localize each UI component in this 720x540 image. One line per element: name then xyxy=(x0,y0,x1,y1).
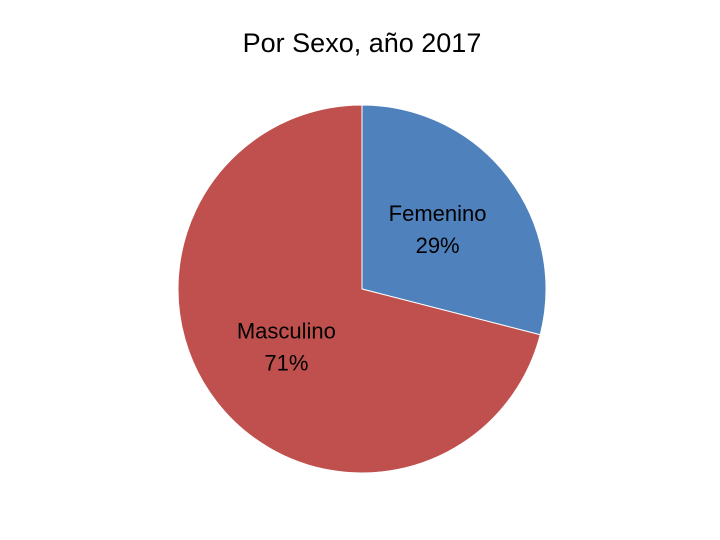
slice-category-label: Masculino xyxy=(237,318,336,343)
chart-title: Por Sexo, año 2017 xyxy=(243,28,482,58)
slice-value-label: 71% xyxy=(264,350,308,375)
slice-value-label: 29% xyxy=(416,233,460,258)
pie-slice xyxy=(361,104,547,336)
pie-slice xyxy=(177,104,541,474)
slice-category-label: Femenino xyxy=(389,201,487,226)
